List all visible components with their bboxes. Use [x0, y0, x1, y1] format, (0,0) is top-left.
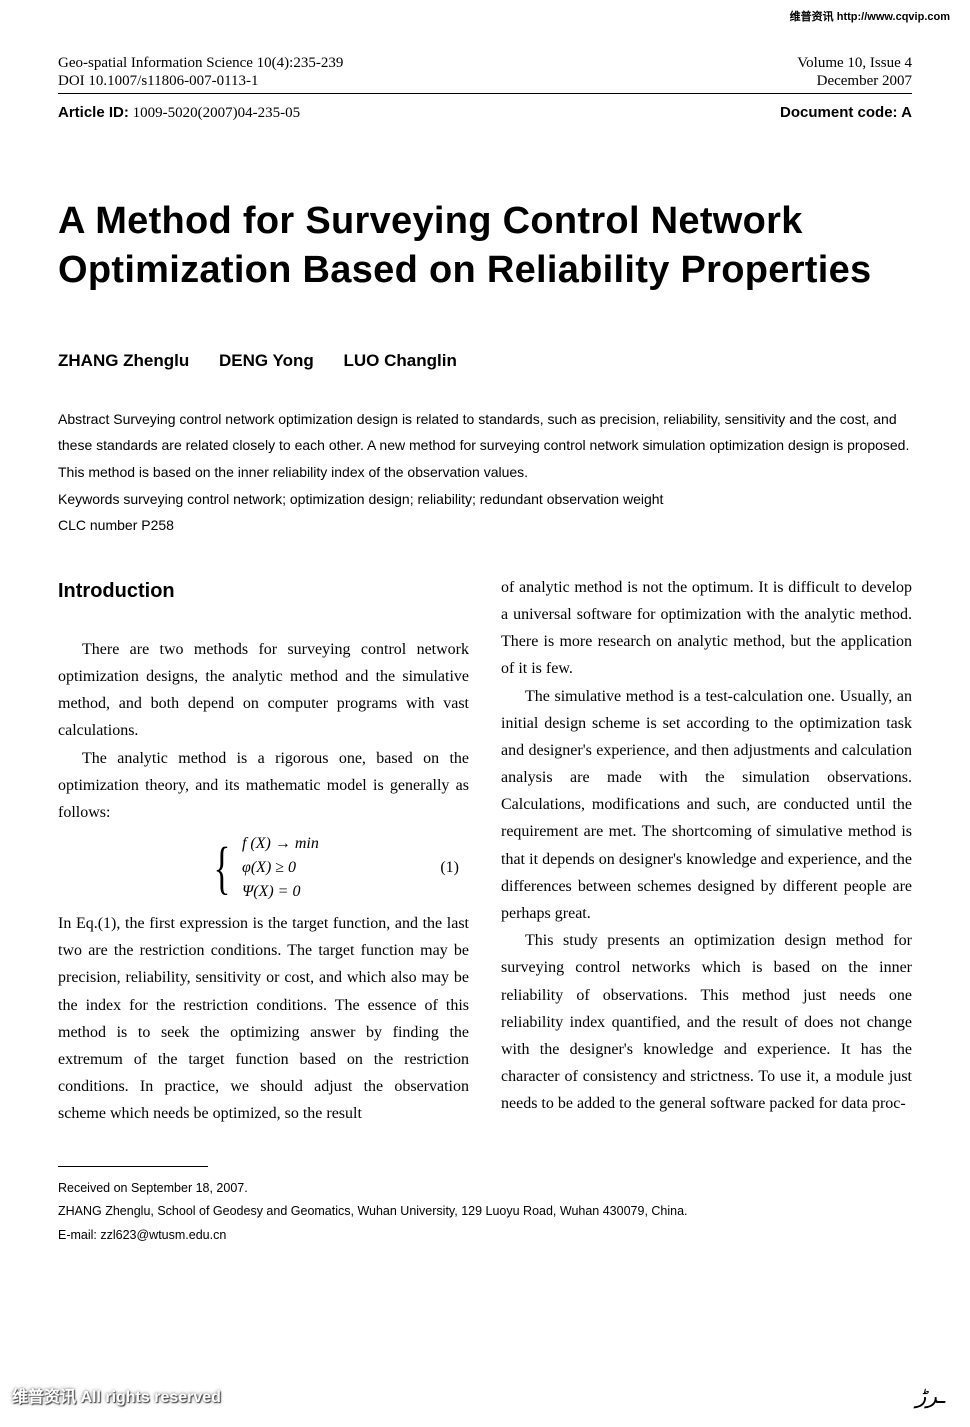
body-two-column: Introduction There are two methods for s…	[58, 574, 912, 1128]
journal-citation: Geo-spatial Information Science 10(4):23…	[58, 55, 343, 72]
author-2: DENG Yong	[219, 351, 314, 370]
left-para-1: There are two methods for surveying cont…	[58, 636, 469, 745]
footnote-email: E-mail: zzl623@wtusm.edu.cn	[58, 1224, 912, 1248]
doi: DOI 10.1007/s11806-007-0113-1	[58, 73, 259, 90]
left-para-3: In Eq.(1), the first expression is the t…	[58, 910, 469, 1128]
header-rule	[58, 93, 912, 94]
footnote-rule	[58, 1166, 208, 1167]
footnote-affiliation: ZHANG Zhenglu, School of Geodesy and Geo…	[58, 1200, 912, 1224]
author-1: ZHANG Zhenglu	[58, 351, 189, 370]
left-para-2: The analytic method is a rigorous one, b…	[58, 745, 469, 827]
footnotes: Received on September 18, 2007. ZHANG Zh…	[58, 1177, 912, 1248]
watermark-top: 维普资讯 http://www.cqvip.com	[790, 8, 950, 24]
pub-date: December 2007	[817, 73, 912, 90]
volume-issue: Volume 10, Issue 4	[797, 55, 912, 72]
authors: ZHANG Zhenglu DENG Yong LUO Changlin	[58, 351, 912, 371]
abstract-line: Abstract Surveying control network optim…	[58, 406, 912, 486]
brace-icon: {	[214, 842, 231, 894]
right-para-2: The simulative method is a test-calculat…	[501, 683, 912, 928]
right-para-1: of analytic method is not the optimum. I…	[501, 574, 912, 683]
document-code: Document code: A	[780, 104, 912, 122]
abstract-text: Surveying control network optimization d…	[58, 411, 909, 480]
eq-line-1: f (X) → min	[242, 832, 319, 856]
clc-label: CLC number	[58, 517, 137, 533]
author-3: LUO Changlin	[344, 351, 457, 370]
equation-1: { f (X) → min φ(X) ≥ 0 Ψ(X) = 0 (1)	[58, 832, 469, 904]
paper-title: A Method for Surveying Control Network O…	[58, 197, 912, 296]
keywords-label: Keywords	[58, 491, 119, 507]
abstract-block: Abstract Surveying control network optim…	[58, 406, 912, 539]
page-content: Geo-spatial Information Science 10(4):23…	[0, 0, 970, 1278]
article-id-label: Article ID:	[58, 104, 129, 121]
clc-line: CLC number P258	[58, 512, 912, 539]
header-row-1: Geo-spatial Information Science 10(4):23…	[58, 55, 912, 73]
header-row-2: DOI 10.1007/s11806-007-0113-1 December 2…	[58, 73, 912, 91]
keywords-line: Keywords surveying control network; opti…	[58, 486, 912, 513]
bottom-watermark: 维普资讯 All rights reserved	[12, 1383, 221, 1407]
equation-body: f (X) → min φ(X) ≥ 0 Ψ(X) = 0	[242, 832, 319, 904]
article-id: Article ID: 1009-5020(2007)04-235-05	[58, 104, 300, 122]
right-column: of analytic method is not the optimum. I…	[501, 574, 912, 1128]
eq-line-3: Ψ(X) = 0	[242, 880, 319, 904]
left-column: Introduction There are two methods for s…	[58, 574, 469, 1128]
keywords-text: surveying control network; optimization …	[119, 491, 663, 507]
eq-line-2: φ(X) ≥ 0	[242, 856, 319, 880]
subheader-row: Article ID: 1009-5020(2007)04-235-05 Doc…	[58, 104, 912, 122]
article-id-value: 1009-5020(2007)04-235-05	[129, 105, 300, 121]
section-heading-intro: Introduction	[58, 574, 469, 608]
equation-number: (1)	[440, 854, 459, 881]
footnote-received: Received on September 18, 2007.	[58, 1177, 912, 1201]
page-scribble: ـﺮڑ	[916, 1383, 945, 1409]
clc-value: P258	[137, 517, 174, 533]
right-para-3: This study presents an optimization desi…	[501, 927, 912, 1117]
abstract-label: Abstract	[58, 411, 109, 427]
